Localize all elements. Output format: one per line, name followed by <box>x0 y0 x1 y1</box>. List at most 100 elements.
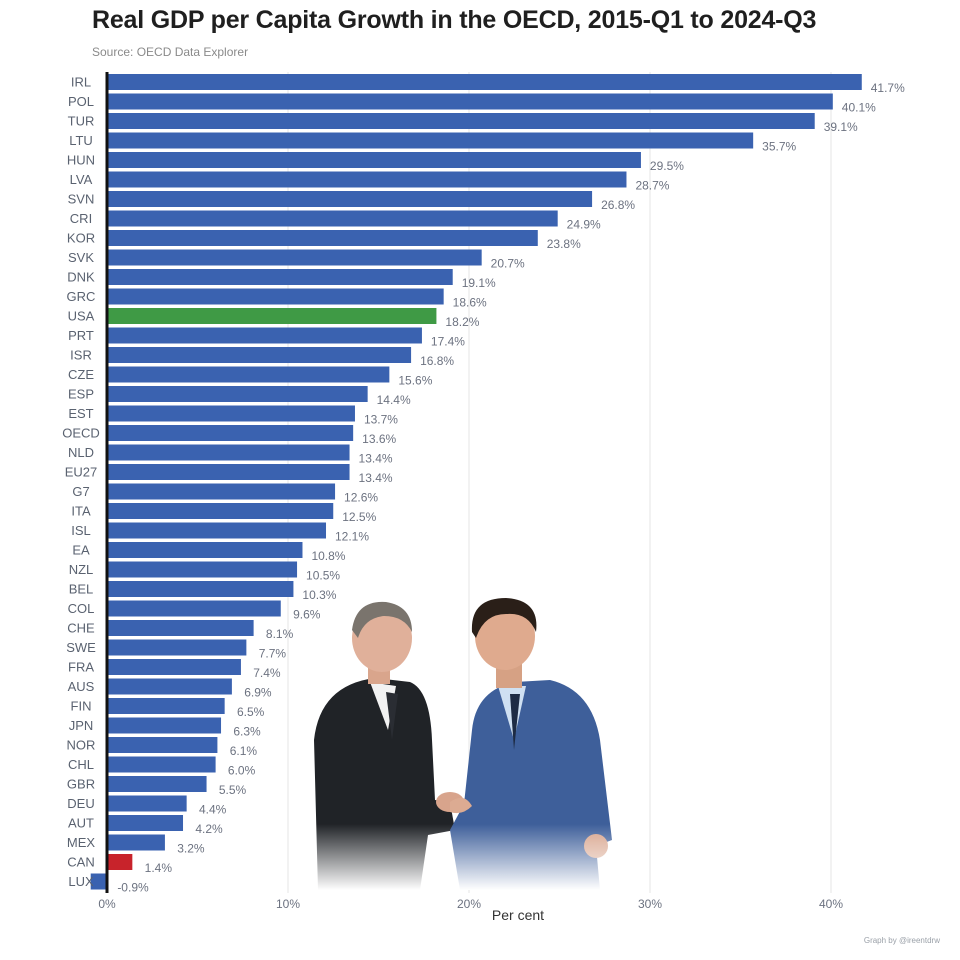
value-label: 19.1% <box>462 276 496 290</box>
value-label: 18.2% <box>445 315 479 329</box>
value-label: 3.2% <box>177 842 205 856</box>
category-label: EU27 <box>65 465 98 480</box>
category-label: SVN <box>68 192 95 207</box>
value-label: 7.4% <box>253 666 281 680</box>
category-label: CAN <box>67 855 94 870</box>
category-label: FRA <box>68 660 94 675</box>
value-label: 1.4% <box>145 861 173 875</box>
bar-g7 <box>107 483 336 500</box>
value-label: 6.9% <box>244 686 272 700</box>
chart-title: Real GDP per Capita Growth in the OECD, … <box>92 6 817 34</box>
bar-usa <box>107 308 437 324</box>
category-label: LUX <box>68 874 94 889</box>
bar-hun <box>107 152 641 168</box>
bar-jpn <box>107 717 222 734</box>
bar-ltu <box>107 132 754 149</box>
category-label: ITA <box>71 504 91 519</box>
bar-cze <box>107 366 390 383</box>
value-label: 39.1% <box>824 120 858 134</box>
category-label: CHL <box>68 757 94 772</box>
value-label: 8.1% <box>266 627 294 641</box>
bar-isl <box>107 522 327 539</box>
bar-ita <box>107 503 334 519</box>
bar-aut <box>107 815 184 831</box>
bar-che <box>107 620 254 636</box>
value-label: -0.9% <box>117 881 149 895</box>
bar-nor <box>107 737 218 753</box>
value-label: 13.6% <box>362 432 396 446</box>
chart-source: Source: OECD Data Explorer <box>92 45 249 59</box>
category-label: KOR <box>67 231 95 246</box>
value-label: 29.5% <box>650 159 684 173</box>
x-tick-label: 10% <box>276 897 300 911</box>
bar-nld <box>107 444 350 461</box>
value-label: 41.7% <box>871 81 905 95</box>
value-label: 6.1% <box>230 744 258 758</box>
category-label: COL <box>68 601 95 616</box>
bar-mex <box>107 834 165 851</box>
category-label: IRL <box>71 75 91 90</box>
bar-irl <box>107 74 862 90</box>
bar-fra <box>107 659 241 675</box>
bar-dnk <box>107 269 453 285</box>
value-label: 10.5% <box>306 569 340 583</box>
category-label: ISR <box>70 348 92 363</box>
bar-eu27 <box>107 464 350 480</box>
category-label: POL <box>68 94 94 109</box>
x-tick-label: 30% <box>638 897 662 911</box>
value-label: 14.4% <box>377 393 411 407</box>
bars <box>90 74 862 890</box>
bar-lva <box>107 171 627 188</box>
category-label: FIN <box>71 699 92 714</box>
value-label: 23.8% <box>547 237 581 251</box>
bar-oecd <box>107 425 354 441</box>
x-axis-label: Per cent <box>491 907 545 923</box>
category-label: ISL <box>71 523 91 538</box>
category-label: EA <box>72 543 90 558</box>
category-label: CZE <box>68 367 94 382</box>
category-label: NZL <box>69 562 94 577</box>
category-label: SVK <box>68 250 94 265</box>
value-label: 13.4% <box>359 471 393 485</box>
value-label: 6.0% <box>228 764 256 778</box>
x-tick-labels: 0% 10% 20% 30% 40% <box>98 897 843 911</box>
value-label: 12.5% <box>342 510 376 524</box>
category-label: EST <box>68 406 93 421</box>
bar-lux <box>90 873 107 890</box>
category-label: NOR <box>67 738 96 753</box>
bar-est <box>107 405 355 422</box>
category-label: AUS <box>68 679 95 694</box>
value-label: 28.7% <box>635 179 669 193</box>
bar-nzl <box>107 561 298 578</box>
category-label: TUR <box>68 114 95 129</box>
value-label: 16.8% <box>420 354 454 368</box>
category-label: GBR <box>67 777 95 792</box>
bar-prt <box>107 327 422 344</box>
bar-svn <box>107 191 593 207</box>
bar-isr <box>107 347 412 363</box>
category-label: NLD <box>68 445 94 460</box>
value-label: 13.7% <box>364 413 398 427</box>
x-tick-label: 20% <box>457 897 481 911</box>
value-label: 12.1% <box>335 530 369 544</box>
value-label: 18.6% <box>453 296 487 310</box>
value-label: 40.1% <box>842 101 876 115</box>
category-label: PRT <box>68 328 94 343</box>
category-label: ESP <box>68 387 94 402</box>
value-label: 17.4% <box>431 335 465 349</box>
handshake-photo <box>300 590 630 890</box>
category-label: LTU <box>69 133 93 148</box>
value-label: 7.7% <box>259 647 287 661</box>
value-label: 15.6% <box>398 374 432 388</box>
bar-kor <box>107 230 538 246</box>
value-label: 12.6% <box>344 491 378 505</box>
bar-bel <box>107 581 294 597</box>
category-label: DNK <box>67 270 95 285</box>
value-label: 10.8% <box>311 549 345 563</box>
bar-esp <box>107 386 368 402</box>
value-label: 35.7% <box>762 140 796 154</box>
value-label: 4.4% <box>199 803 227 817</box>
bar-tur <box>107 113 815 129</box>
category-labels: IRL POL TUR LTU HUN LVA SVN CRI KOR SVK DNK GRC USA P… <box>62 75 100 890</box>
category-label: AUT <box>68 816 94 831</box>
